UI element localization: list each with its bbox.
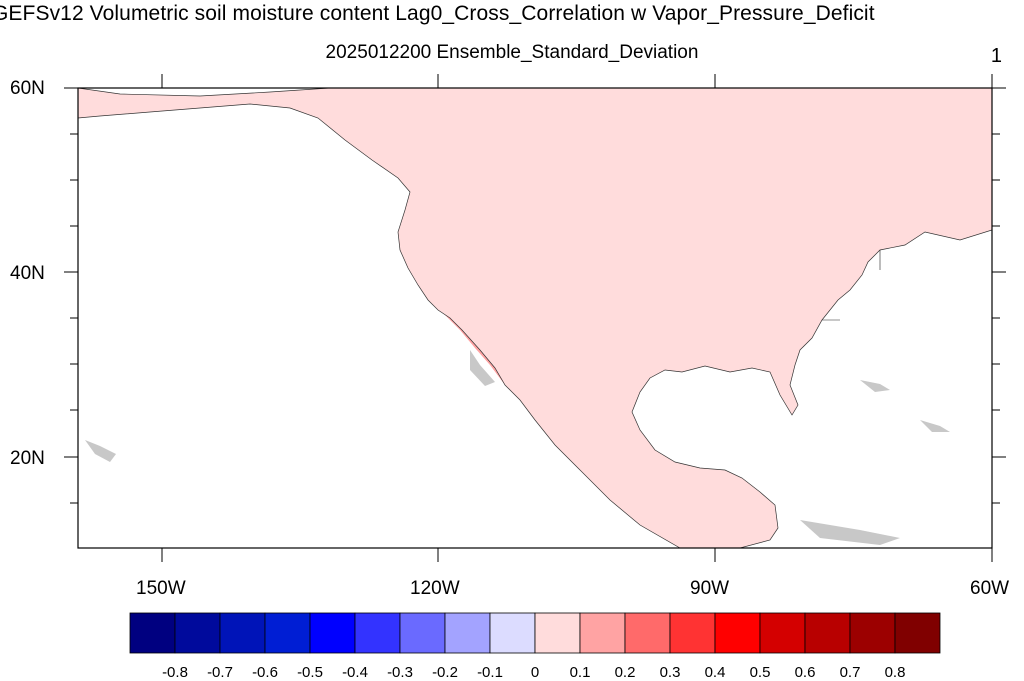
colorbar (129, 612, 941, 654)
lon-label-120w: 120W (410, 578, 460, 599)
map-field (78, 88, 992, 548)
lon-label-150w: 150W (136, 578, 186, 599)
colorbar-swatch (309, 612, 356, 654)
colorbar-tick-label: -0.7 (207, 664, 233, 681)
panel-number: 1 (990, 45, 1002, 67)
colorbar-tick-label: 0.6 (794, 664, 816, 681)
colorbar-swatch (849, 612, 896, 654)
colorbar-swatch (354, 612, 401, 654)
colorbar-swatch (804, 612, 851, 654)
colorbar-swatch (264, 612, 311, 654)
colorbar-tick-label: -0.4 (342, 664, 368, 681)
colorbar-tick-label: 0.7 (839, 664, 861, 681)
colorbar-swatch (219, 612, 266, 654)
colorbar-tick-label: -0.6 (252, 664, 278, 681)
lon-label-90w: 90W (690, 578, 730, 599)
colorbar-swatch (759, 612, 806, 654)
colorbar-swatch (894, 612, 941, 654)
colorbar-tick-label: 0.8 (884, 664, 906, 681)
plot-subtitle: 2025012200 Ensemble_Standard_Deviation (325, 42, 699, 63)
colorbar-swatch (669, 612, 716, 654)
colorbar-swatch (399, 612, 446, 654)
lat-label-60n: 60N (10, 78, 45, 99)
colorbar-swatch (174, 612, 221, 654)
colorbar-swatch (624, 612, 671, 654)
colorbar-tick-label: 0.3 (659, 664, 681, 681)
colorbar-swatch (579, 612, 626, 654)
colorbar-swatch (129, 612, 176, 654)
lat-label-20n: 20N (10, 448, 45, 469)
lon-label-60w: 60W (970, 578, 1010, 599)
colorbar-tick-label: 0.4 (704, 664, 726, 681)
colorbar-tick-label: 0.5 (749, 664, 771, 681)
colorbar-tick-label: -0.2 (432, 664, 458, 681)
colorbar-tick-label: -0.8 (162, 664, 188, 681)
colorbar-swatch (534, 612, 581, 654)
colorbar-tick-label: 0.2 (614, 664, 636, 681)
colorbar-swatch (714, 612, 761, 654)
colorbar-swatch (489, 612, 536, 654)
colorbar-tick-label: -0.1 (477, 664, 503, 681)
colorbar-tick-label: -0.3 (387, 664, 413, 681)
axis-ticks (64, 74, 1006, 562)
colorbar-swatch (444, 612, 491, 654)
colorbar-tick-label: -0.5 (297, 664, 323, 681)
colorbar-tick-label: 0 (530, 664, 540, 681)
plot-title: GEFSv12 Volumetric soil moisture content… (0, 2, 875, 25)
colorbar-tick-label: 0.1 (569, 664, 591, 681)
lat-label-40n: 40N (10, 263, 45, 284)
